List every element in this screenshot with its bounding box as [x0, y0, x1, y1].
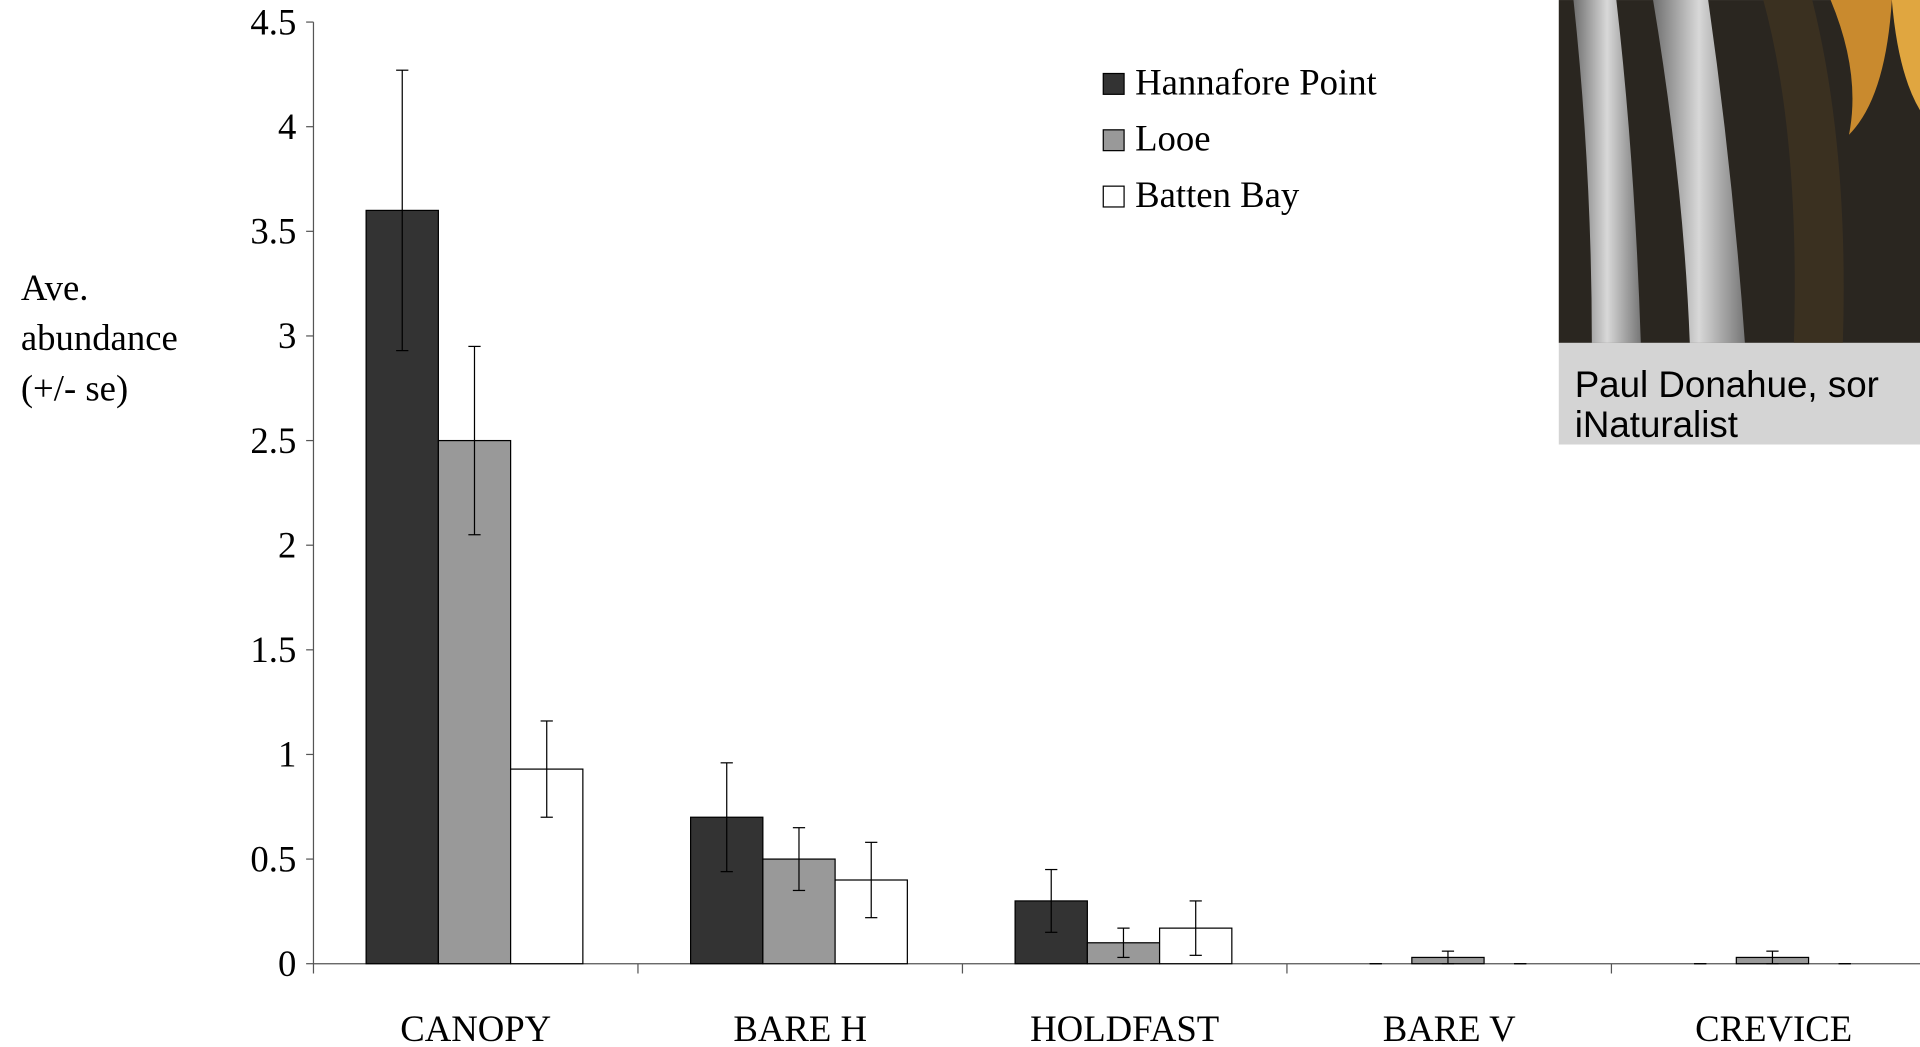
x-tick-label: HOLDFAST: [1030, 1008, 1219, 1047]
y-axis-label: Ave.: [21, 267, 89, 308]
y-tick-label: 1: [278, 734, 296, 775]
y-axis-label: (+/- se): [21, 367, 128, 408]
y-tick-label: 2.5: [250, 420, 296, 461]
y-tick-label: 0: [278, 943, 296, 984]
chart: Paul Donahue, sor iNaturalist 0 0.5 1 1.5 2 2…: [0, 0, 1920, 1047]
x-tick-label: BARE H: [733, 1008, 867, 1047]
x-tick-label: CANOPY: [400, 1008, 551, 1047]
y-tick-label: 3: [278, 315, 296, 356]
legend-swatch: [1103, 74, 1124, 95]
y-axis-label: abundance: [21, 317, 178, 358]
photo: Paul Donahue, sor iNaturalist: [1559, 0, 1920, 445]
page: {"chart_data": {"type": "bar", "ylabel_l…: [0, 0, 1920, 1047]
y-tick-label: 0.5: [250, 838, 296, 879]
legend-label: Looe: [1135, 118, 1210, 159]
legend-swatch: [1103, 130, 1124, 151]
legend-swatch: [1103, 186, 1124, 207]
y-tick-label: 1.5: [250, 629, 296, 670]
y-tick-label: 4.5: [250, 1, 296, 42]
y-tick-label: 3.5: [250, 211, 296, 252]
legend-label: Batten Bay: [1135, 174, 1300, 215]
photo-caption: Paul Donahue, sor: [1575, 364, 1879, 405]
legend-label: Hannafore Point: [1135, 61, 1377, 102]
y-tick-label: 2: [278, 524, 296, 565]
y-tick-label: 4: [278, 106, 296, 147]
x-tick-label: CREVICE: [1695, 1008, 1852, 1047]
photo-caption: iNaturalist: [1575, 404, 1738, 445]
x-tick-label: BARE V: [1383, 1008, 1516, 1047]
